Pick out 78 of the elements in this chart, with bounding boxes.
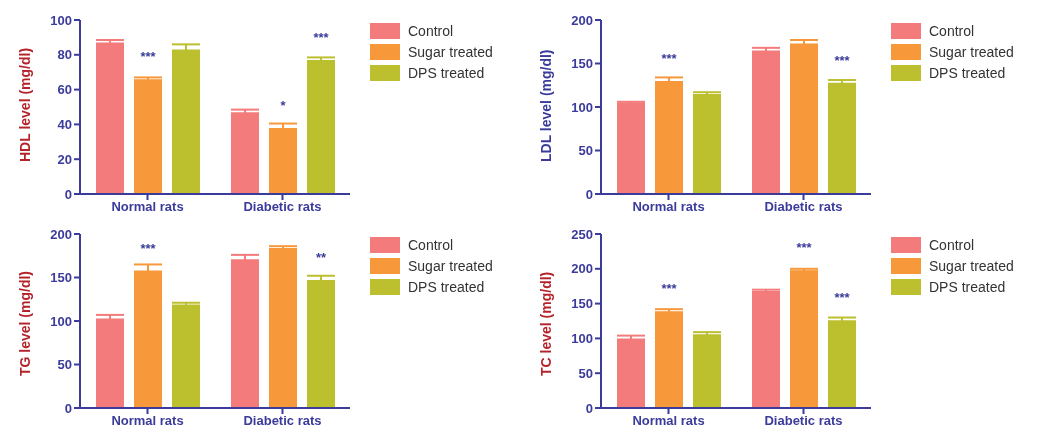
data-label: *** (834, 290, 851, 306)
bar (134, 79, 162, 194)
data-label: *** (834, 52, 851, 68)
y-axis-title: LDL level (mg/dl) (537, 49, 554, 162)
data-label: * (280, 97, 287, 113)
bar (96, 318, 124, 408)
y-tick-label: 40 (57, 117, 72, 133)
data-label: *** (796, 240, 813, 256)
y-tick-label: 50 (578, 365, 593, 381)
data-label: *** (313, 30, 330, 46)
legend-label: Sugar treated (929, 43, 1014, 60)
data-label: *** (661, 281, 678, 297)
x-tick-label: Normal rats (111, 199, 184, 215)
bar (231, 259, 259, 408)
bar (828, 320, 856, 408)
legend-label: Control (929, 22, 975, 39)
y-tick-label: 0 (64, 186, 72, 202)
bar (96, 42, 124, 194)
data-label: *** (661, 50, 678, 66)
bar (269, 127, 297, 194)
x-tick-label: Diabetic rats (243, 199, 322, 215)
bar (617, 102, 645, 194)
bar (172, 304, 200, 408)
y-tick-label: 200 (571, 12, 593, 28)
data-label: *** (140, 240, 157, 256)
legend-label: Sugar treated (408, 43, 493, 60)
y-tick-label: 100 (571, 99, 593, 115)
y-tick-label: 0 (585, 400, 593, 416)
y-tick-label: 60 (57, 82, 72, 98)
y-tick-label: 20 (57, 151, 72, 167)
bar (752, 291, 780, 408)
y-tick-label: 0 (64, 400, 72, 416)
bar (790, 43, 818, 194)
x-tick-label: Normal rats (632, 413, 705, 429)
bar (693, 93, 721, 194)
y-tick-label: 200 (50, 226, 72, 242)
legend-label: Control (408, 22, 454, 39)
bar (307, 280, 335, 408)
y-tick-label: 200 (571, 261, 593, 277)
bar (693, 334, 721, 408)
data-label: ** (315, 250, 327, 266)
bar (269, 247, 297, 408)
legend-label: DPS treated (408, 64, 485, 81)
y-tick-label: 100 (50, 313, 72, 329)
x-tick-label: Diabetic rats (764, 413, 843, 429)
y-tick-label: 80 (57, 47, 72, 63)
legend-label: DPS treated (929, 64, 1006, 81)
legend-label: Control (929, 236, 975, 253)
x-tick-label: Diabetic rats (243, 413, 322, 429)
x-tick-label: Normal rats (632, 199, 705, 215)
x-tick-label: Diabetic rats (764, 199, 843, 215)
y-tick-label: 150 (50, 270, 72, 286)
legend-label: DPS treated (408, 278, 485, 295)
y-tick-label: 250 (571, 226, 593, 242)
y-tick-label: 0 (585, 186, 593, 202)
y-axis-title: TG level (mg/dl) (16, 270, 33, 376)
y-axis-title: TC level (mg/dl) (537, 271, 554, 376)
bar (231, 112, 259, 194)
legend-label: DPS treated (929, 278, 1006, 295)
bar (828, 82, 856, 194)
y-tick-label: 100 (50, 12, 72, 28)
legend-label: Sugar treated (929, 257, 1014, 274)
y-tick-label: 50 (578, 143, 593, 159)
bar (655, 80, 683, 194)
legend-label: Sugar treated (408, 257, 493, 274)
bar (307, 60, 335, 194)
x-tick-label: Normal rats (111, 413, 184, 429)
bar (790, 270, 818, 408)
y-tick-label: 150 (571, 296, 593, 312)
y-tick-label: 100 (571, 331, 593, 347)
legend-label: Control (408, 236, 454, 253)
bar (752, 50, 780, 194)
y-tick-label: 150 (571, 56, 593, 72)
bar (617, 338, 645, 408)
bar (655, 311, 683, 408)
y-axis-title: HDL level (mg/dl) (16, 47, 33, 162)
y-tick-label: 50 (57, 357, 72, 373)
data-label: *** (140, 49, 157, 65)
